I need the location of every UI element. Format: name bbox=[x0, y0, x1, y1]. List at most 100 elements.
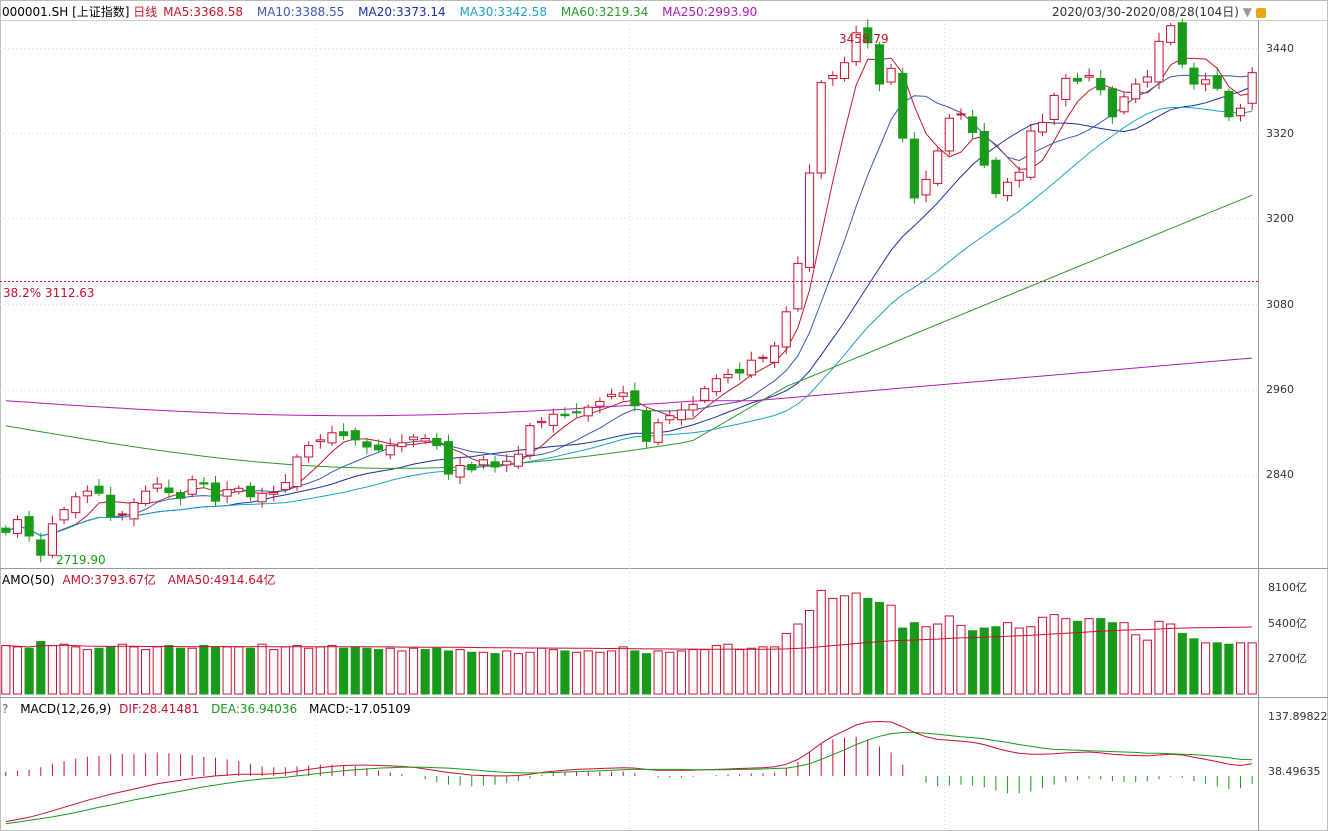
dropdown-arrow-icon[interactable]: ▼ bbox=[1242, 5, 1252, 19]
candle-body bbox=[828, 75, 838, 80]
candle-body bbox=[1, 527, 11, 533]
candle-body bbox=[630, 390, 640, 407]
volume-bar bbox=[408, 647, 419, 695]
candle-body bbox=[1084, 75, 1094, 78]
candle-body bbox=[653, 422, 663, 443]
candle-body bbox=[1224, 90, 1234, 118]
volume-bar bbox=[257, 643, 267, 695]
candle-body bbox=[129, 502, 139, 520]
candle-body bbox=[1235, 107, 1246, 117]
help-icon[interactable]: ? bbox=[2, 702, 9, 716]
volume-bar bbox=[735, 649, 745, 695]
volume-bar bbox=[898, 627, 908, 695]
candle-body bbox=[117, 513, 127, 516]
volume-bar bbox=[665, 651, 675, 695]
candle-body bbox=[968, 116, 978, 133]
volume-bar bbox=[129, 646, 139, 695]
dea-value: DEA:36.94036 bbox=[211, 702, 298, 716]
volume-bar bbox=[222, 646, 232, 695]
volume-bar bbox=[700, 649, 710, 695]
volume-bar bbox=[781, 632, 791, 695]
candle-body bbox=[513, 453, 523, 467]
period-label[interactable]: 日线 bbox=[133, 5, 158, 19]
volume-bar bbox=[537, 647, 547, 695]
candle-body bbox=[1177, 22, 1187, 65]
volume-bar bbox=[362, 647, 372, 695]
ma20-label: MA20:3373.14 bbox=[358, 5, 446, 19]
candle-body bbox=[187, 479, 197, 495]
candle-body bbox=[979, 130, 989, 166]
candle-body bbox=[641, 410, 652, 442]
date-range[interactable]: 2020/03/30-2020/08/28(104日) ▼ bbox=[1052, 5, 1266, 19]
candle-body bbox=[583, 406, 593, 417]
volume-bar bbox=[1014, 627, 1024, 695]
volume-bar bbox=[443, 650, 454, 695]
candle-body bbox=[560, 413, 570, 417]
candle-body bbox=[234, 487, 244, 493]
candle-body bbox=[152, 483, 162, 489]
symbol-code[interactable]: 000001.SH bbox=[2, 5, 69, 19]
volume-tick-8100: 8100亿 bbox=[1268, 581, 1307, 594]
candle-body bbox=[537, 420, 547, 424]
volume-bar bbox=[560, 650, 570, 695]
volume-bar bbox=[1061, 618, 1071, 695]
date-range-text: 2020/03/30-2020/08/28(104日) bbox=[1052, 5, 1239, 19]
lock-icon[interactable] bbox=[1255, 7, 1266, 18]
macd-tick-high: 137.89822 bbox=[1268, 710, 1328, 723]
candle-body bbox=[24, 516, 34, 537]
volume-bar bbox=[874, 601, 885, 695]
ma-line-10 bbox=[5, 74, 1253, 537]
ma-line-5 bbox=[5, 57, 1253, 537]
volume-bar bbox=[373, 649, 384, 695]
candle-body bbox=[839, 62, 850, 80]
macd-title: MACD(12,26,9) bbox=[20, 702, 112, 716]
volume-bar bbox=[513, 653, 523, 695]
volume-bar bbox=[71, 646, 81, 695]
volume-bar bbox=[141, 649, 151, 695]
volume-bar bbox=[1177, 632, 1187, 695]
candle-body bbox=[94, 485, 104, 494]
volume-bar bbox=[234, 646, 244, 695]
volume-bar bbox=[117, 643, 127, 695]
volume-bar bbox=[1131, 634, 1141, 695]
price-tick-3440: 3440 bbox=[1266, 42, 1294, 55]
moving-average-lines bbox=[5, 57, 1253, 537]
candle-body bbox=[723, 373, 733, 379]
ma250-label: MA250:2993.90 bbox=[662, 5, 758, 19]
candle-body bbox=[956, 113, 966, 116]
candle-body bbox=[1002, 181, 1013, 197]
candle-body bbox=[746, 359, 756, 376]
volume-bar bbox=[676, 650, 686, 695]
candle-body bbox=[36, 539, 46, 556]
volume-tick-5400: 5400亿 bbox=[1268, 617, 1307, 630]
candle-body bbox=[141, 490, 151, 505]
volume-bar bbox=[350, 646, 360, 695]
candle-body bbox=[408, 436, 419, 441]
ma-line-250 bbox=[5, 357, 1253, 417]
volume-bar bbox=[583, 650, 593, 695]
volume-bar bbox=[630, 650, 640, 695]
volume-bar bbox=[525, 651, 535, 695]
volume-bar bbox=[1247, 642, 1257, 695]
candle-body bbox=[921, 178, 931, 196]
amo-value: AMO:3793.67亿 bbox=[62, 573, 156, 587]
volume-bar bbox=[164, 645, 174, 695]
candle-body bbox=[1014, 171, 1024, 181]
candle-body bbox=[1131, 83, 1141, 100]
candle-body bbox=[816, 82, 826, 174]
volume-bar bbox=[1, 645, 11, 695]
volume-bar bbox=[770, 646, 780, 695]
volume-title: AMO(50) bbox=[2, 573, 55, 587]
ama50-line bbox=[5, 626, 1253, 650]
candle-body bbox=[1037, 121, 1048, 133]
candle-body bbox=[863, 27, 873, 44]
candle-body bbox=[339, 431, 349, 437]
volume-bar bbox=[502, 650, 512, 695]
candle-body bbox=[909, 138, 919, 199]
candle-body bbox=[1119, 96, 1129, 113]
volume-bar bbox=[956, 624, 966, 695]
candlesticks bbox=[1, 18, 1257, 563]
volume-bar bbox=[921, 626, 931, 695]
candle-body bbox=[164, 487, 174, 494]
